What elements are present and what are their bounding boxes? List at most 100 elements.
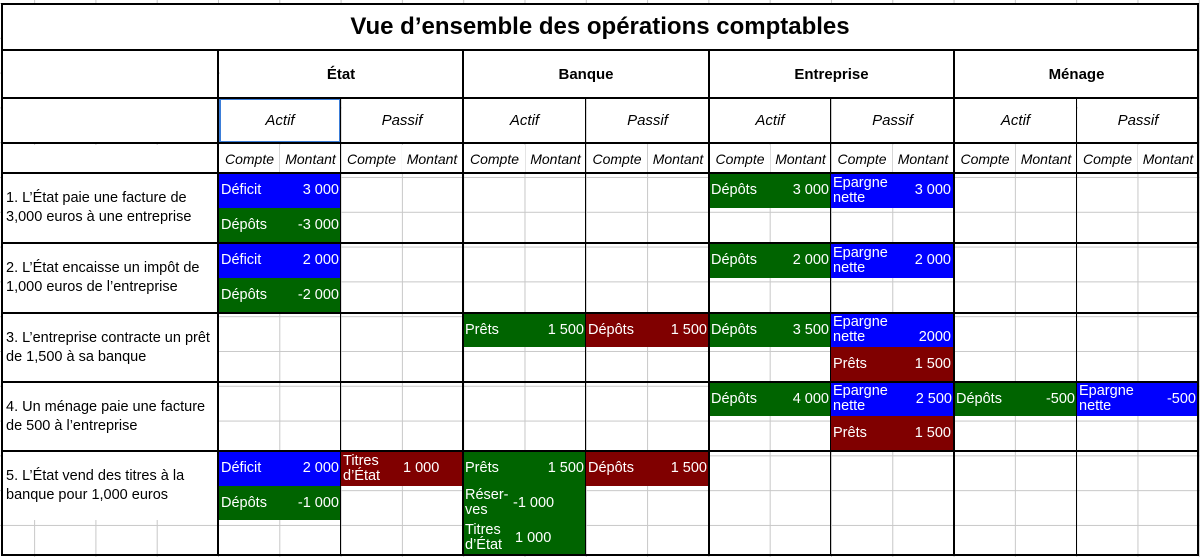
entry-amount: 1 500 bbox=[670, 460, 707, 476]
entity-header-banque: Banque bbox=[464, 51, 708, 97]
entry-cell: Dépôts -500 bbox=[954, 382, 1077, 416]
operation-label-5: 5. L’État vend des titres à la banque po… bbox=[2, 452, 218, 520]
col-header-montant: Montant bbox=[1138, 145, 1198, 172]
border bbox=[585, 97, 586, 556]
entry-cell: Dépôts 1 500 bbox=[586, 313, 709, 347]
banque-actif: Actif bbox=[464, 99, 585, 142]
entry-amount: 1 500 bbox=[914, 355, 951, 372]
corner-cell-2 bbox=[2, 99, 218, 142]
entry-amount: 1 500 bbox=[914, 424, 951, 441]
entry-amount: -1 000 bbox=[513, 494, 555, 511]
entity-header-menage: Ménage bbox=[955, 51, 1198, 97]
border bbox=[1076, 97, 1077, 556]
entry-amount: -1 000 bbox=[297, 494, 339, 511]
entry-account: Dépôts bbox=[221, 286, 267, 303]
border bbox=[1197, 3, 1199, 556]
entry-account: Dépôts bbox=[221, 216, 267, 233]
border bbox=[462, 49, 464, 556]
corner-cell-3 bbox=[2, 145, 218, 172]
border bbox=[2, 554, 1198, 556]
entry-cell: Dépôts -3 000 bbox=[219, 208, 341, 242]
col-header-compte: Compte bbox=[587, 145, 647, 172]
entry-cell: Déficit 3 000 bbox=[219, 173, 341, 208]
entry-cell: Epargne nette 3 000 bbox=[831, 173, 953, 208]
border bbox=[2, 3, 1198, 5]
entreprise-passif: Passif bbox=[832, 99, 953, 142]
border bbox=[2, 172, 1198, 174]
col-header-montant: Montant bbox=[280, 145, 341, 172]
col-header-compte: Compte bbox=[710, 145, 770, 172]
entry-amount: 1 000 bbox=[403, 460, 440, 476]
border bbox=[2, 97, 1198, 99]
operation-label-4: 4. Un ménage paie une facture de 500 à l… bbox=[2, 383, 218, 450]
col-header-compte: Compte bbox=[220, 145, 279, 172]
corner-cell bbox=[2, 51, 218, 97]
entry-account: Dépôts bbox=[221, 494, 267, 511]
entry-account: Titres d’État bbox=[343, 452, 381, 484]
col-header-montant: Montant bbox=[771, 145, 830, 172]
entry-account: Epargne nette bbox=[1079, 383, 1134, 414]
border bbox=[2, 381, 1198, 383]
entreprise-actif: Actif bbox=[710, 99, 830, 142]
col-header-montant: Montant bbox=[402, 145, 462, 172]
entry-amount: 1 500 bbox=[547, 460, 584, 476]
operation-label-2: 2. L’État encaisse un impôt de 1,000 eur… bbox=[2, 244, 218, 312]
entry-account: Déficit bbox=[221, 182, 262, 198]
menage-actif: Actif bbox=[955, 99, 1076, 142]
entry-amount: 3 000 bbox=[792, 182, 829, 198]
entry-cell: Titres d’État 1 000 bbox=[463, 520, 586, 556]
border bbox=[2, 242, 1198, 244]
entry-account: Dépôts bbox=[711, 390, 757, 407]
entry-account: Prêts bbox=[465, 321, 499, 338]
entry-cell: Dépôts 4 000 bbox=[709, 382, 831, 416]
entry-account: Dépôts bbox=[711, 182, 757, 198]
border bbox=[2, 49, 1198, 51]
entry-amount: 4 000 bbox=[792, 390, 829, 407]
entry-cell: Dépôts 3 000 bbox=[709, 173, 831, 208]
entry-cell: Dépôts 2 000 bbox=[709, 243, 831, 278]
entry-amount: 1 000 bbox=[515, 529, 552, 546]
col-header-montant: Montant bbox=[893, 145, 953, 172]
border bbox=[2, 450, 1198, 452]
col-header-compte: Compte bbox=[464, 145, 525, 172]
border bbox=[830, 97, 831, 556]
entry-cell: Dépôts -2 000 bbox=[219, 278, 341, 312]
entry-account: Réser-ves bbox=[465, 487, 509, 518]
entry-account: Epargne nette bbox=[833, 314, 888, 345]
entry-amount: 2 000 bbox=[302, 460, 339, 476]
entry-cell: Dépôts 1 500 bbox=[586, 451, 709, 486]
entry-amount: 3 500 bbox=[792, 321, 829, 338]
entry-cell: Réser-ves -1 000 bbox=[463, 486, 586, 520]
border bbox=[2, 142, 1198, 144]
entry-cell: Epargne nette 2 500 bbox=[831, 382, 954, 416]
col-header-compte: Compte bbox=[832, 145, 892, 172]
entry-cell: Dépôts -1 000 bbox=[219, 486, 341, 520]
selected-cell-etat-actif[interactable]: Actif bbox=[219, 98, 341, 143]
entry-account: Dépôts bbox=[588, 321, 634, 338]
entity-header-etat: État bbox=[220, 51, 462, 97]
border bbox=[1, 3, 3, 556]
entry-cell: Epargne nette 2000 bbox=[831, 313, 953, 347]
entry-amount: 1 500 bbox=[547, 321, 584, 338]
entry-account: Titres d’État bbox=[465, 522, 503, 553]
col-header-compte: Compte bbox=[955, 145, 1015, 172]
entry-account: Epargne nette bbox=[833, 174, 888, 206]
entry-cell: Titres d’État 1 000 bbox=[341, 451, 464, 486]
entry-cell: Epargne nette 2 000 bbox=[831, 243, 953, 278]
menage-passif: Passif bbox=[1078, 99, 1198, 142]
entry-amount: -500 bbox=[1045, 390, 1075, 407]
col-header-montant: Montant bbox=[526, 145, 585, 172]
entry-amount: -2 000 bbox=[297, 286, 339, 303]
entry-cell: Déficit 2 000 bbox=[219, 451, 341, 486]
entry-cell: Prêts 1 500 bbox=[831, 347, 953, 381]
etat-passif: Passif bbox=[342, 99, 462, 142]
entry-amount: 3 000 bbox=[914, 182, 951, 198]
entry-amount: 3 000 bbox=[302, 182, 339, 198]
entry-amount: -3 000 bbox=[297, 216, 339, 233]
entry-account: Déficit bbox=[221, 460, 262, 476]
col-header-montant: Montant bbox=[648, 145, 708, 172]
border bbox=[217, 49, 219, 556]
entry-amount: 2 000 bbox=[792, 252, 829, 268]
entry-account: Dépôts bbox=[588, 460, 634, 476]
